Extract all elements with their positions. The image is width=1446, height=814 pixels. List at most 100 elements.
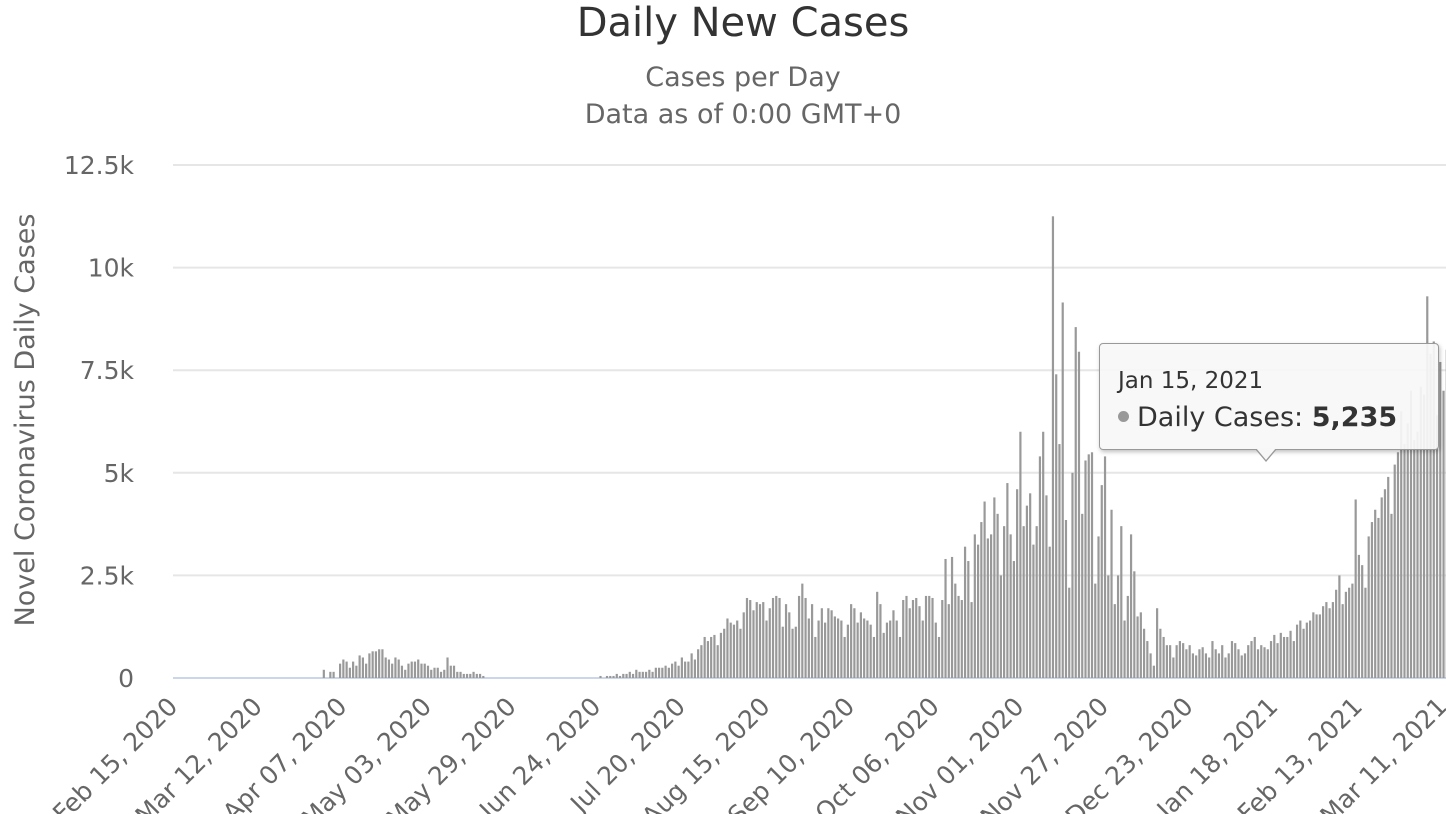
bar[interactable] — [1413, 439, 1416, 678]
bar[interactable] — [719, 632, 723, 678]
bar[interactable] — [1129, 534, 1133, 678]
bar[interactable] — [1038, 456, 1042, 678]
bar[interactable] — [1276, 643, 1279, 678]
bar[interactable] — [775, 595, 778, 678]
bar[interactable] — [1025, 505, 1029, 678]
bar[interactable] — [654, 667, 657, 678]
bar[interactable] — [954, 583, 957, 678]
bar[interactable] — [846, 624, 849, 678]
bar[interactable] — [1266, 649, 1269, 678]
bar[interactable] — [1051, 216, 1055, 679]
bar[interactable] — [664, 665, 667, 678]
bar[interactable] — [1045, 495, 1048, 678]
bar[interactable] — [671, 663, 674, 678]
bar[interactable] — [993, 497, 996, 678]
bar[interactable] — [1282, 636, 1286, 678]
bar[interactable] — [999, 575, 1002, 678]
bar[interactable] — [1416, 431, 1419, 678]
bar[interactable] — [1032, 544, 1035, 678]
bar[interactable] — [1230, 641, 1234, 678]
bar[interactable] — [1422, 394, 1426, 678]
bar[interactable] — [446, 657, 449, 678]
bar[interactable] — [732, 624, 736, 678]
bar[interactable] — [1123, 620, 1126, 678]
bar[interactable] — [628, 671, 631, 678]
bar[interactable] — [371, 651, 374, 678]
bar[interactable] — [889, 620, 892, 678]
bar[interactable] — [1094, 583, 1097, 678]
bar[interactable] — [820, 608, 823, 678]
bar[interactable] — [837, 618, 840, 678]
bar[interactable] — [648, 669, 651, 678]
bar[interactable] — [791, 628, 794, 678]
bar[interactable] — [1068, 587, 1071, 678]
bar[interactable] — [850, 604, 853, 678]
bar[interactable] — [1377, 517, 1380, 678]
bar[interactable] — [449, 665, 452, 678]
bar[interactable] — [1409, 390, 1413, 678]
bar[interactable] — [1081, 513, 1084, 678]
bar[interactable] — [436, 667, 439, 678]
bar[interactable] — [348, 667, 351, 678]
bar[interactable] — [755, 602, 758, 678]
bar[interactable] — [876, 591, 879, 678]
bar[interactable] — [693, 659, 696, 678]
bar[interactable] — [1058, 444, 1061, 678]
bar[interactable] — [615, 673, 618, 678]
bar[interactable] — [1162, 636, 1165, 678]
bar[interactable] — [817, 620, 820, 678]
bar[interactable] — [690, 653, 693, 678]
bar[interactable] — [1113, 604, 1116, 678]
bar[interactable] — [784, 604, 788, 678]
bar[interactable] — [1328, 608, 1331, 678]
bar[interactable] — [368, 653, 371, 678]
bar[interactable] — [1120, 526, 1123, 678]
bar[interactable] — [612, 675, 615, 678]
bar[interactable] — [605, 675, 609, 678]
bar[interactable] — [332, 671, 335, 678]
bar[interactable] — [814, 636, 817, 678]
bar[interactable] — [345, 661, 348, 678]
bar[interactable] — [700, 645, 703, 678]
bar[interactable] — [478, 673, 482, 678]
bar[interactable] — [1172, 657, 1175, 678]
bar[interactable] — [1263, 647, 1266, 678]
bar[interactable] — [1361, 565, 1364, 678]
bar[interactable] — [937, 636, 941, 678]
bar[interactable] — [1240, 655, 1243, 678]
bar[interactable] — [824, 622, 827, 678]
bar[interactable] — [1214, 649, 1217, 678]
bar[interactable] — [1175, 645, 1178, 678]
bar[interactable] — [1042, 431, 1045, 678]
bar[interactable] — [804, 597, 807, 678]
bar[interactable] — [462, 673, 465, 678]
bar[interactable] — [459, 671, 462, 678]
bar[interactable] — [996, 513, 999, 678]
bar[interactable] — [651, 671, 654, 678]
bar[interactable] — [941, 600, 944, 678]
bar[interactable] — [752, 610, 755, 678]
bar[interactable] — [667, 667, 670, 678]
bar[interactable] — [1159, 628, 1162, 678]
bar[interactable] — [911, 600, 915, 678]
bar[interactable] — [1338, 575, 1341, 678]
bar[interactable] — [1064, 520, 1068, 678]
bar[interactable] — [895, 620, 898, 678]
bar[interactable] — [706, 641, 710, 678]
bar[interactable] — [1348, 587, 1351, 678]
bar[interactable] — [1142, 628, 1146, 678]
bar[interactable] — [1211, 641, 1214, 678]
bar[interactable] — [1374, 509, 1377, 678]
bar[interactable] — [599, 675, 602, 678]
bar[interactable] — [986, 538, 989, 678]
bar[interactable] — [1426, 296, 1429, 678]
bar[interactable] — [329, 671, 332, 678]
bar[interactable] — [658, 667, 661, 678]
bar[interactable] — [400, 665, 404, 678]
bar[interactable] — [352, 661, 355, 678]
bar[interactable] — [853, 608, 856, 678]
bar[interactable] — [417, 659, 420, 678]
bar[interactable] — [407, 663, 410, 678]
bar[interactable] — [394, 657, 397, 678]
bar[interactable] — [1071, 472, 1074, 678]
